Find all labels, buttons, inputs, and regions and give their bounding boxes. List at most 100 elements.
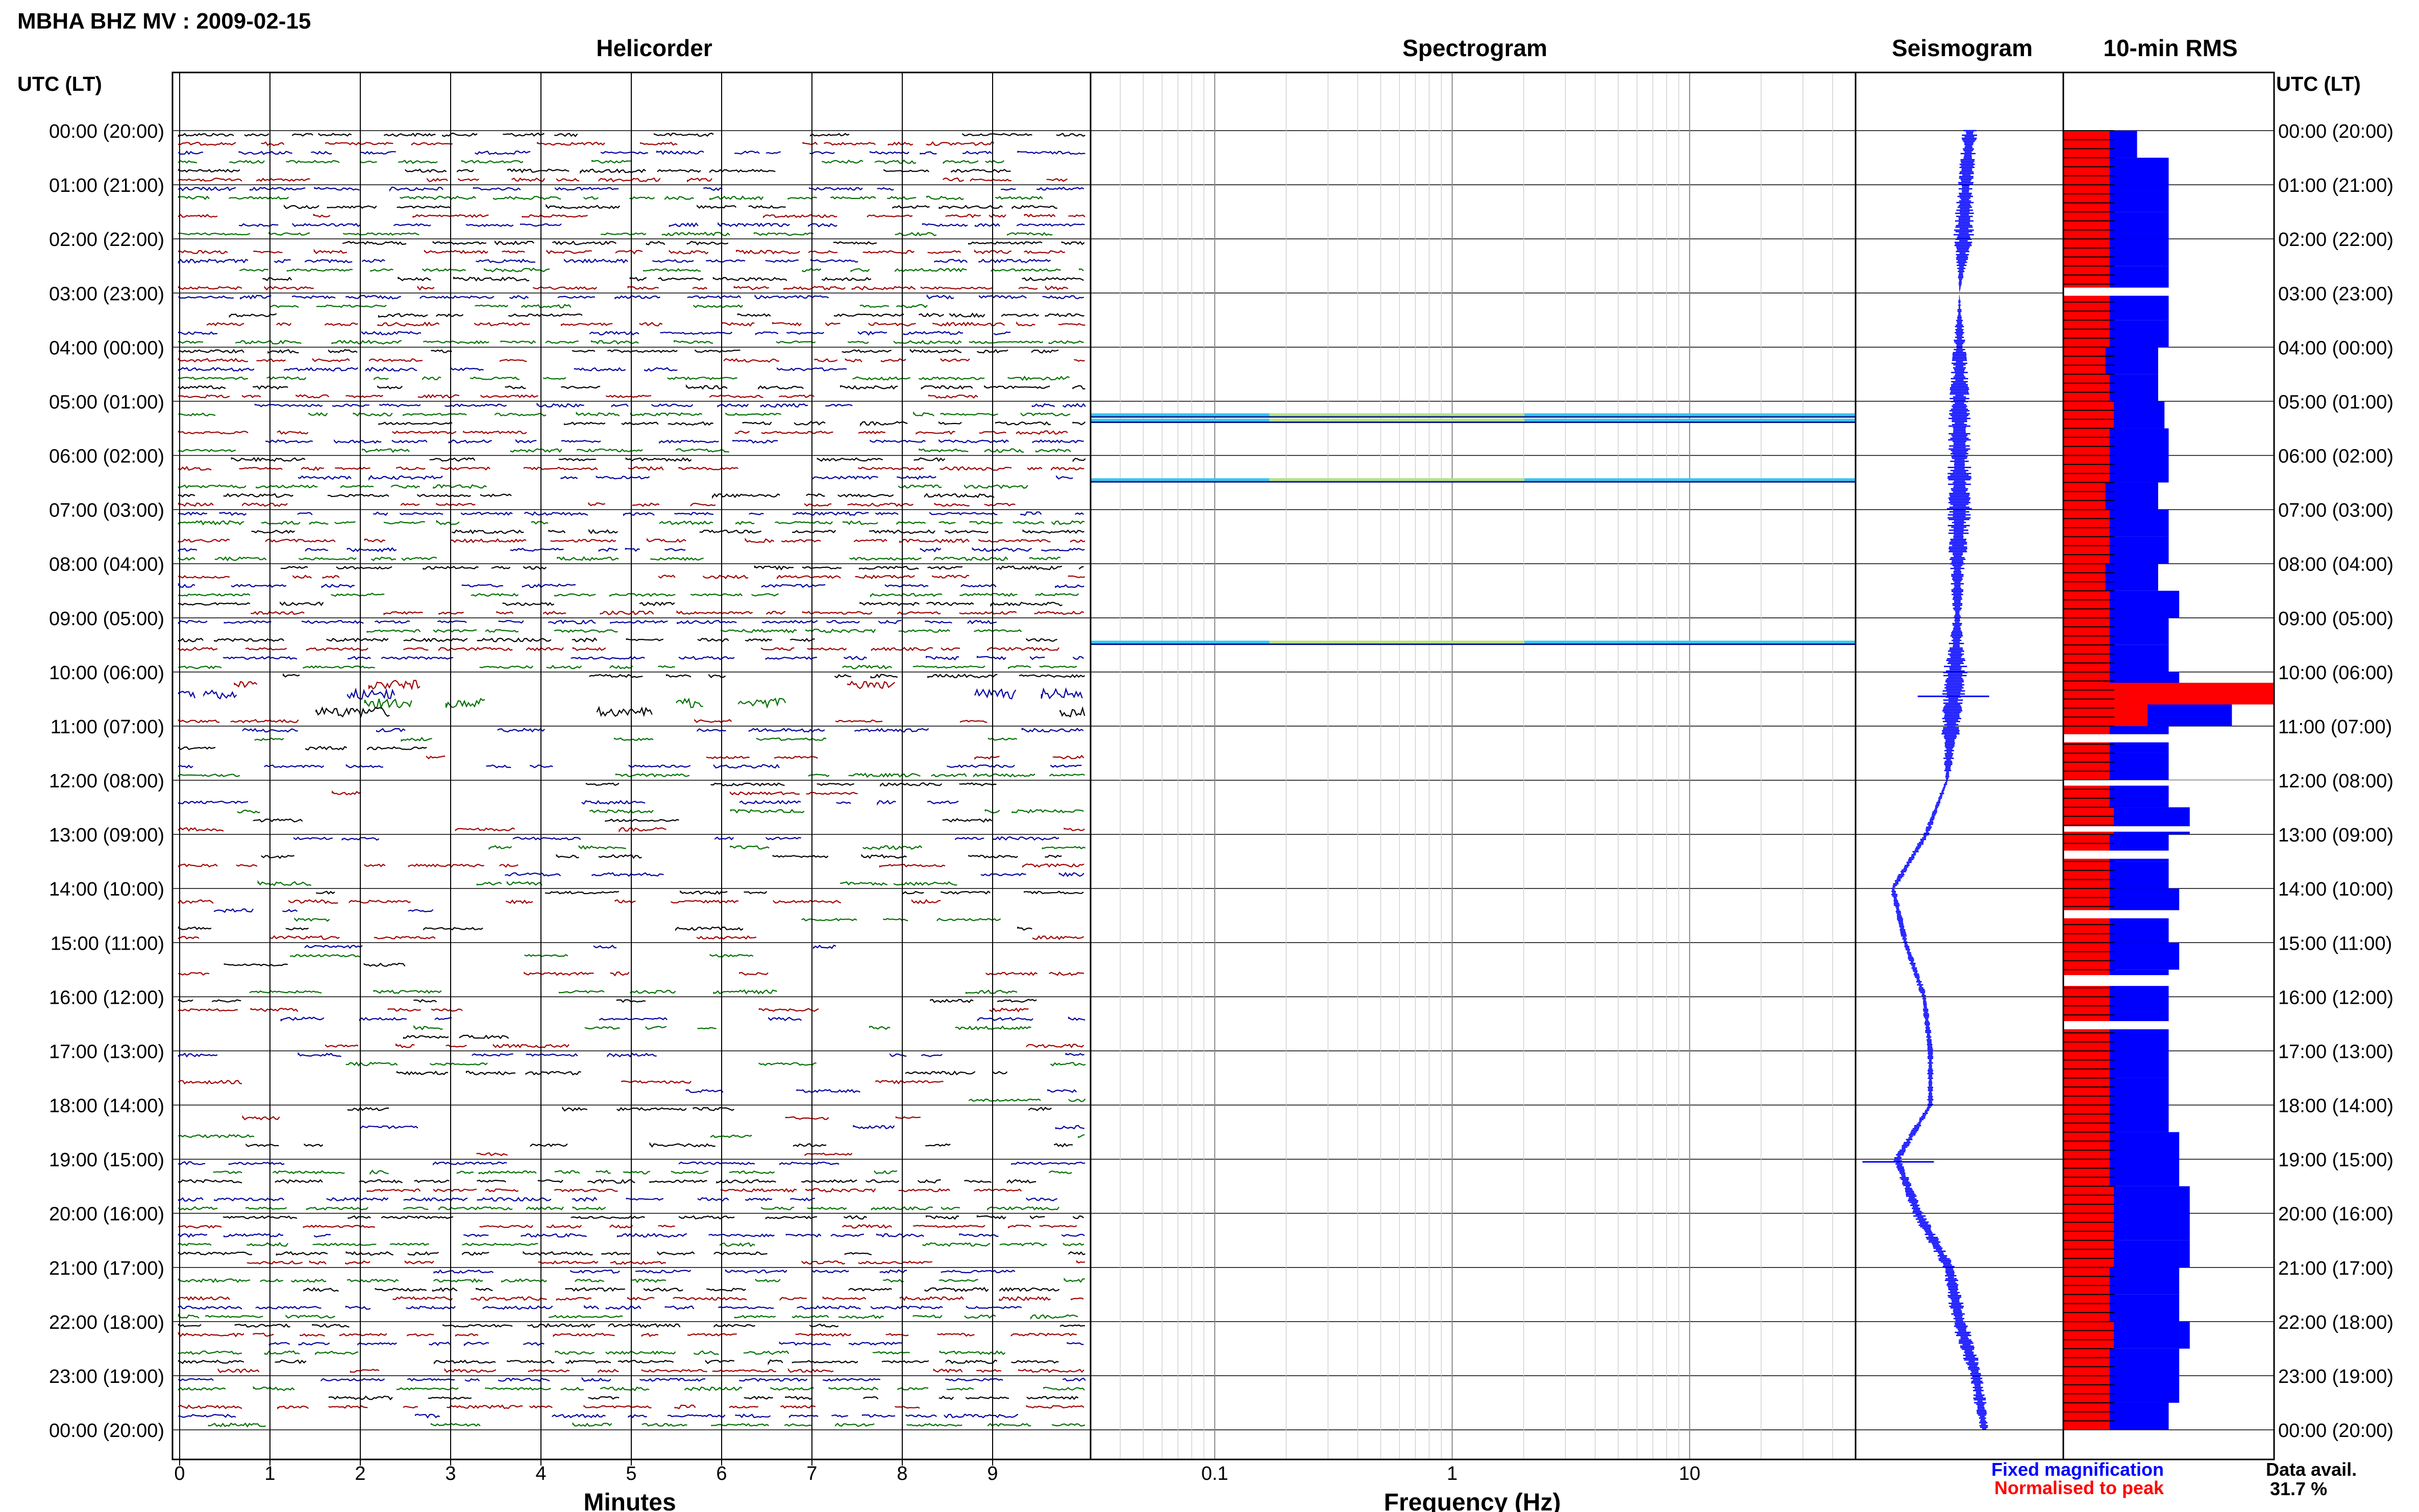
helicorder-trace-segment (178, 133, 234, 137)
helicorder-trace-segment (735, 520, 755, 526)
helicorder-trace-segment (347, 687, 396, 700)
helicorder-trace-segment (870, 151, 909, 155)
helicorder-trace-segment (523, 466, 598, 470)
helicorder-trace-segment (883, 918, 908, 922)
helicorder-trace-segment (598, 854, 642, 859)
helicorder-trace-segment (696, 935, 757, 940)
helicorder-trace-segment (626, 638, 664, 641)
helicorder-trace-segment (881, 358, 906, 362)
helicorder-trace-segment (590, 340, 639, 345)
helicorder-trace-segment (862, 845, 923, 850)
helicorder-trace-segment (822, 159, 863, 164)
helicorder-trace-segment (825, 322, 841, 327)
helicorder-trace-segment (708, 1233, 775, 1237)
helicorder-trace-segment (834, 313, 904, 317)
helicorder-trace-segment (978, 539, 1051, 542)
helicorder-trace-segment (931, 773, 967, 778)
helicorder-trace-segment (510, 548, 564, 552)
helicorder-trace-segment (673, 1297, 747, 1301)
helicorder-trace-segment (1030, 1215, 1045, 1220)
helicorder-trace-segment (773, 899, 842, 904)
helicorder-trace-segment (649, 1142, 715, 1148)
utc-header-left: UTC (LT) (17, 73, 102, 95)
helicorder-trace-segment (669, 222, 699, 228)
helicorder-trace-segment (712, 277, 787, 281)
helicorder-trace-segment (676, 698, 703, 708)
helicorder-trace-segment (652, 259, 694, 263)
helicorder-trace-segment (473, 187, 521, 191)
helicorder-trace-segment (342, 241, 407, 245)
helicorder-trace-segment (408, 909, 434, 912)
helicorder-trace-segment (178, 1404, 242, 1409)
helicorder-trace-segment (313, 1233, 331, 1238)
helicorder-trace-segment (781, 538, 821, 543)
helicorder-trace-segment (1074, 359, 1085, 362)
helicorder-trace-segment (776, 367, 847, 371)
helicorder-trace-segment (429, 457, 476, 462)
helicorder-trace-segment (383, 520, 425, 525)
helicorder-trace-segment (945, 1378, 1003, 1382)
helicorder-trace-segment (312, 358, 350, 362)
helicorder-trace-segment (635, 1269, 692, 1274)
helicorder-trace-segment (742, 421, 772, 426)
helicorder-trace-segment (511, 177, 546, 182)
helicorder-trace-segment (471, 592, 519, 597)
helicorder-trace-segment (940, 413, 998, 416)
helicorder-trace-segment (943, 177, 964, 182)
helicorder-trace-segment (368, 475, 443, 481)
helicorder-trace-segment (178, 557, 195, 561)
helicorder-trace-segment (485, 1188, 519, 1193)
helicorder-trace-segment (512, 836, 581, 840)
helicorder-trace-segment (178, 493, 195, 498)
helicorder-trace-segment (619, 827, 667, 833)
helicorder-trace-segment (500, 340, 536, 344)
helicorder-trace-segment (808, 774, 830, 777)
helicorder-trace-segment (580, 168, 647, 174)
helicorder-trace-segment (1008, 1224, 1031, 1229)
helicorder-trace-segment (203, 689, 237, 700)
time-label-left: 13:00 (09:00) (49, 825, 164, 846)
helicorder-trace-segment (893, 881, 957, 886)
helicorder-trace-segment (427, 178, 449, 182)
helicorder-trace-segment (949, 312, 985, 318)
helicorder-trace-segment (462, 1251, 489, 1256)
helicorder-trace-segment (804, 503, 832, 507)
helicorder-trace-segment (364, 698, 412, 709)
helicorder-trace-segment (596, 1170, 611, 1174)
helicorder-trace-segment (1043, 1386, 1085, 1391)
helicorder-trace-segment (697, 1197, 729, 1202)
helicorder-trace-segment (630, 1278, 667, 1283)
helicorder-trace-segment (507, 168, 570, 173)
helicorder-trace-segment (1017, 223, 1085, 227)
helicorder-trace-segment (403, 637, 468, 642)
helicorder-trace-segment (392, 430, 457, 434)
helicorder-trace-segment (300, 1333, 325, 1337)
time-label-left: 11:00 (07:00) (51, 716, 164, 738)
helicorder-trace-segment (733, 286, 770, 291)
helicorder-trace-segment (408, 863, 484, 868)
helicorder-trace-segment (1030, 1314, 1078, 1320)
time-label-right: 00:00 (20:00) (2278, 121, 2393, 142)
helicorder-trace-segment (789, 1197, 815, 1202)
helicorder-trace-segment (882, 1278, 904, 1283)
helicorder-trace-segment (178, 186, 236, 191)
rms-gap (2064, 1021, 2274, 1029)
helicorder-trace-segment (1073, 1215, 1084, 1220)
helicorder-trace-segment (419, 295, 495, 299)
helicorder-trace-segment (840, 881, 888, 886)
helicorder-trace-segment (802, 268, 822, 272)
helicorder-trace-segment (756, 737, 827, 741)
helicorder-trace-segment (945, 214, 981, 218)
helicorder-trace-segment (316, 304, 387, 308)
helicorder-trace-segment (927, 566, 963, 570)
helicorder-trace-segment (737, 313, 771, 317)
helicorder-trace-segment (962, 133, 1032, 137)
helicorder-trace-segment (242, 1114, 280, 1121)
minute-tick-label: 3 (445, 1463, 456, 1484)
helicorder-trace-segment (501, 1278, 547, 1283)
helicorder-trace-segment (450, 538, 527, 543)
helicorder-trace-segment (711, 1423, 770, 1427)
helicorder-trace-segment (628, 764, 691, 768)
frequency-axis-ticks: 0.1 1 10 (1201, 1463, 1700, 1484)
helicorder-trace-segment (785, 1233, 822, 1238)
